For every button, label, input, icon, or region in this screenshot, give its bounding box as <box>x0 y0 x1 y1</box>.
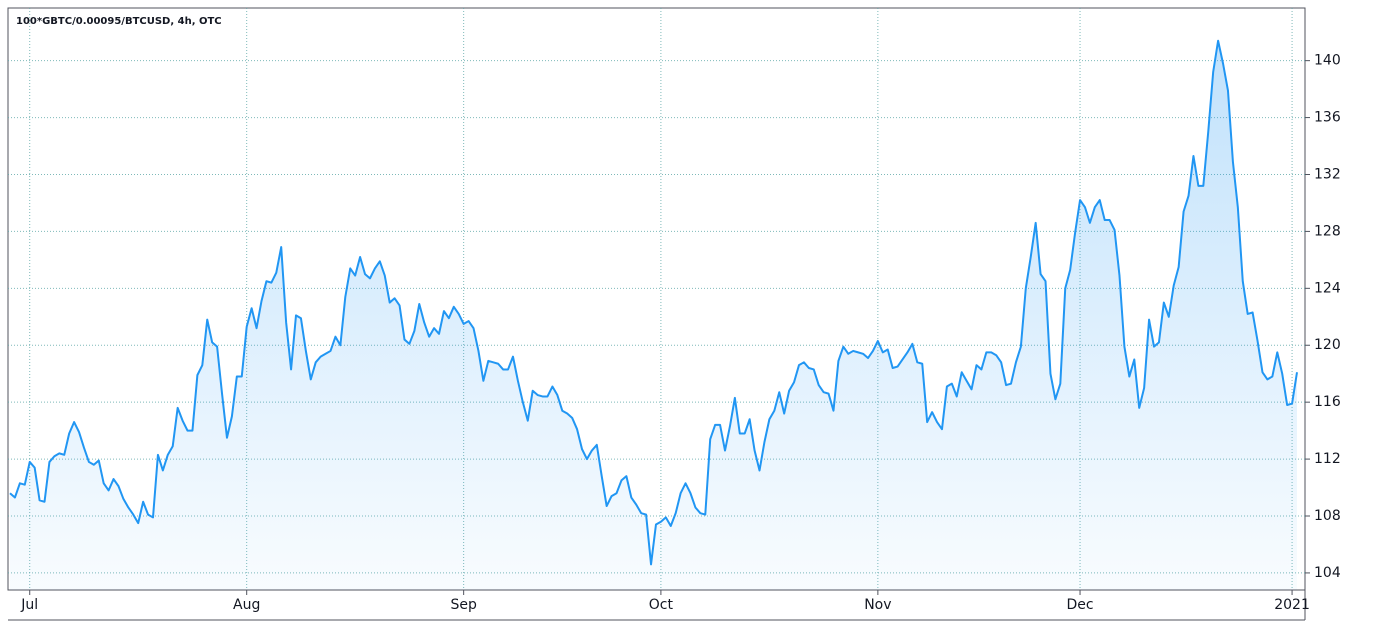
x-tick-label: Sep <box>450 597 477 613</box>
y-tick-label: 116 <box>1314 394 1341 410</box>
x-tick-label: Aug <box>233 597 260 613</box>
y-tick-label: 140 <box>1314 53 1341 69</box>
y-tick-label: 112 <box>1314 451 1341 467</box>
marks <box>9 39 1298 591</box>
y-tick-label: 128 <box>1314 223 1341 239</box>
x-tick-label: 2021 <box>1274 597 1310 613</box>
line <box>9 39 1298 566</box>
x-tick-label: Nov <box>864 597 891 613</box>
y-tick-label: 120 <box>1314 337 1341 353</box>
x-tick-label: Jul <box>20 597 38 613</box>
x-tick-label: Dec <box>1066 597 1093 613</box>
chart-title: 100*GBTC/0.00095/BTCUSD, 4h, OTC <box>16 16 222 27</box>
y-tick-label: 108 <box>1314 508 1341 524</box>
labels: 104 108 112 116 120 124 128 132 136 140 Jul Aug Sep O… <box>20 53 1341 613</box>
y-tick-label: 132 <box>1314 166 1341 182</box>
y-tick-label: 124 <box>1314 280 1341 296</box>
y-tick-label: 104 <box>1314 565 1341 581</box>
area-fill <box>10 40 1297 591</box>
y-tick-label: 136 <box>1314 110 1341 126</box>
x-tick-label: Oct <box>649 597 674 613</box>
